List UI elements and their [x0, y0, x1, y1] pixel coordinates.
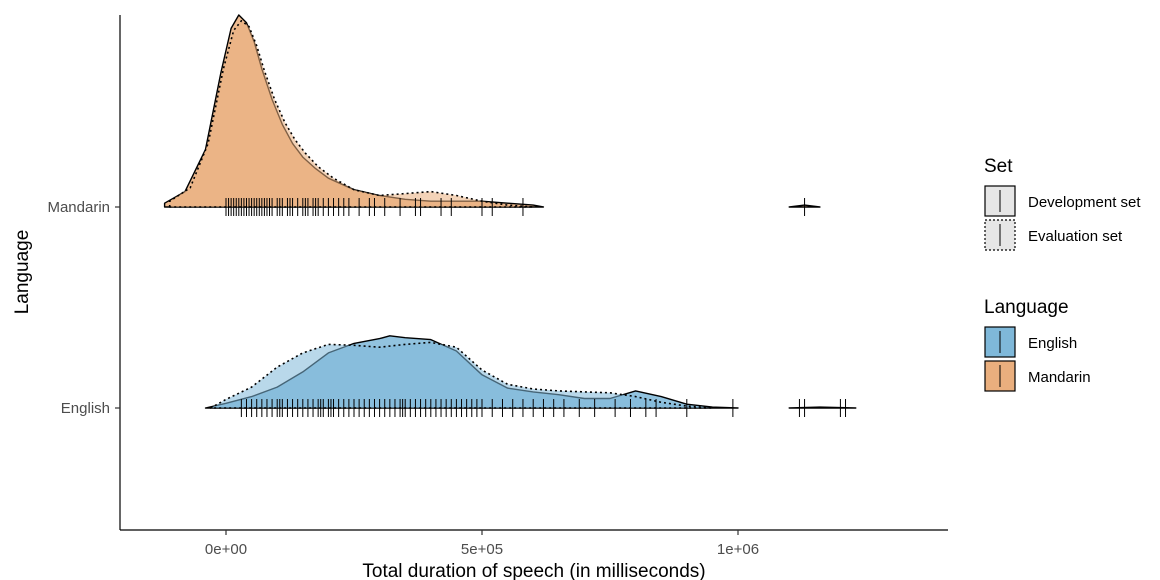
- x-tick-label-0: 0e+00: [205, 541, 247, 558]
- legend-key-mandarin: [984, 360, 1016, 392]
- density-mandarin-evaluation-set-1: [168, 20, 534, 208]
- legend-key-evaluation-set: [984, 219, 1016, 251]
- y-axis-ticks: Mandarin English: [47, 199, 120, 417]
- y-tick-label-english: English: [61, 400, 110, 417]
- x-axis-title: Total duration of speech (in millisecond…: [362, 561, 705, 580]
- legend-label-development-set: Development set: [1028, 194, 1141, 211]
- legend-label-mandarin: Mandarin: [1028, 369, 1091, 386]
- y-tick-label-mandarin: Mandarin: [47, 199, 110, 216]
- legend-label-english: English: [1028, 335, 1077, 352]
- legend-language: Language English Mandarin: [984, 297, 1091, 392]
- rug-marks: [225, 198, 847, 417]
- density-english-evaluation-set-4: [209, 341, 714, 409]
- legend-key-english: [984, 326, 1016, 358]
- plot-area: 0e+00 5e+05 1e+06 Mandarin English Total du…: [12, 14, 948, 580]
- legend-set-title: Set: [984, 156, 1013, 177]
- density-curves: [163, 14, 857, 409]
- legend-label-evaluation-set: Evaluation set: [1028, 228, 1123, 245]
- legend: Set Development set Evaluation set Langu…: [984, 156, 1141, 392]
- x-tick-label-1: 5e+05: [461, 541, 503, 558]
- x-tick-label-2: 1e+06: [717, 541, 759, 558]
- legend-key-development-set: [984, 185, 1016, 217]
- x-axis-ticks: 0e+00 5e+05 1e+06: [205, 530, 759, 558]
- legend-language-title: Language: [984, 297, 1069, 318]
- legend-set: Set Development set Evaluation set: [984, 156, 1141, 251]
- y-axis-title: Language: [12, 230, 33, 315]
